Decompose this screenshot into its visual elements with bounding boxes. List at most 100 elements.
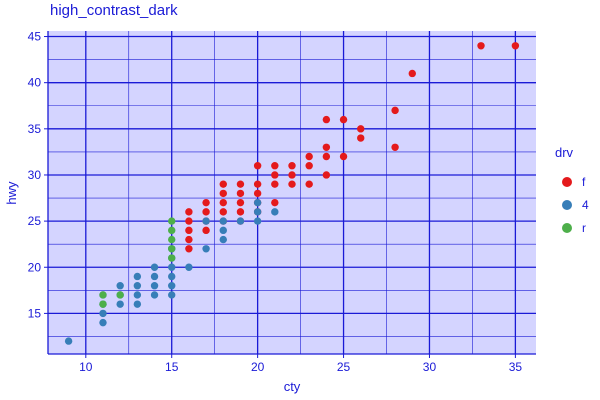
data-point-f [236, 198, 245, 207]
data-point-f [219, 198, 227, 207]
data-point-4 [133, 300, 142, 308]
data-point-r [168, 254, 176, 262]
data-point-4 [202, 217, 210, 225]
axes: 10 15 20 25 30 35 15 20 25 30 35 40 45 [28, 30, 536, 374]
data-point-4 [219, 235, 227, 244]
data-point-4 [168, 282, 176, 290]
data-point-4 [116, 282, 124, 290]
data-point-4 [202, 245, 210, 253]
data-point-f [271, 171, 279, 179]
data-point-f [305, 180, 313, 188]
y-tick-label: 20 [28, 260, 42, 274]
data-point-4 [150, 282, 159, 290]
y-axis-label: hwy [4, 181, 19, 205]
data-point-4 [219, 217, 227, 225]
data-point-r [99, 291, 107, 299]
x-tick-label: 10 [79, 360, 93, 374]
data-point-f [202, 198, 210, 207]
data-point-f [219, 180, 227, 188]
data-point-f [339, 115, 348, 124]
chart-title: high_contrast_dark [50, 2, 178, 19]
data-point-4 [219, 226, 227, 235]
data-point-f [391, 106, 399, 115]
data-point-4 [99, 318, 107, 327]
data-point-f [339, 152, 348, 161]
legend-key-4 [562, 200, 572, 210]
data-point-4 [150, 291, 159, 299]
data-point-f [185, 245, 193, 253]
legend-key-f [562, 177, 572, 187]
data-point-4 [133, 272, 142, 281]
legend-label-4: 4 [582, 198, 589, 212]
data-point-f [236, 189, 245, 198]
data-point-4 [64, 337, 73, 345]
data-point-f [391, 143, 399, 151]
data-point-r [168, 235, 176, 244]
x-tick-label: 35 [509, 360, 523, 374]
data-point-f [219, 189, 227, 198]
x-tick-label: 20 [251, 360, 265, 374]
data-point-4 [253, 217, 262, 225]
data-point-r [116, 291, 124, 299]
data-point-f [271, 180, 279, 188]
data-point-f [253, 162, 262, 170]
legend-key-r [562, 223, 572, 233]
legend: drv f 4 r [555, 145, 589, 235]
y-tick-label: 45 [28, 30, 42, 44]
data-point-f [322, 171, 331, 179]
data-point-f [236, 180, 245, 188]
data-point-4 [133, 291, 142, 299]
data-point-f [236, 208, 245, 216]
data-point-f [185, 226, 193, 235]
y-tick-label: 30 [28, 168, 42, 182]
data-points [64, 42, 520, 345]
data-point-4 [253, 208, 262, 216]
data-point-f [305, 152, 313, 161]
data-point-f [357, 125, 365, 133]
y-tick-label: 25 [28, 214, 42, 228]
plot-panel [48, 31, 536, 354]
data-point-f [202, 226, 210, 235]
data-point-r [99, 300, 107, 308]
data-point-4 [271, 208, 279, 216]
data-point-f [253, 180, 262, 188]
data-point-f [288, 171, 296, 179]
data-point-f [357, 134, 365, 142]
data-point-f [185, 208, 193, 216]
x-tick-label: 25 [337, 360, 351, 374]
data-point-f [185, 217, 193, 225]
data-point-4 [168, 263, 176, 271]
data-point-f [511, 42, 520, 50]
data-point-4 [116, 300, 124, 308]
data-point-f [322, 152, 331, 161]
y-tick-label: 15 [28, 306, 42, 320]
legend-label-f: f [582, 175, 586, 189]
data-point-4 [168, 291, 176, 299]
data-point-f [288, 162, 296, 170]
data-point-f [477, 42, 485, 50]
x-tick-label: 30 [423, 360, 437, 374]
data-point-f [322, 143, 331, 151]
y-tick-label: 35 [28, 122, 42, 136]
data-point-f [202, 208, 210, 216]
data-point-f [253, 189, 262, 198]
data-point-f [271, 162, 279, 170]
data-point-4 [185, 263, 193, 271]
y-tick-label: 40 [28, 76, 42, 90]
data-point-4 [236, 217, 245, 225]
data-point-4 [133, 282, 142, 290]
data-point-r [168, 245, 176, 253]
data-point-f [288, 180, 296, 188]
data-point-f [271, 198, 279, 207]
data-point-4 [168, 272, 176, 281]
legend-title: drv [555, 145, 574, 160]
data-point-f [185, 235, 193, 244]
data-point-f [305, 162, 313, 170]
data-point-f [322, 115, 331, 124]
data-point-4 [99, 309, 107, 318]
data-point-4 [150, 263, 159, 271]
data-point-4 [253, 198, 262, 207]
x-tick-label: 15 [165, 360, 179, 374]
legend-label-r: r [582, 221, 586, 235]
